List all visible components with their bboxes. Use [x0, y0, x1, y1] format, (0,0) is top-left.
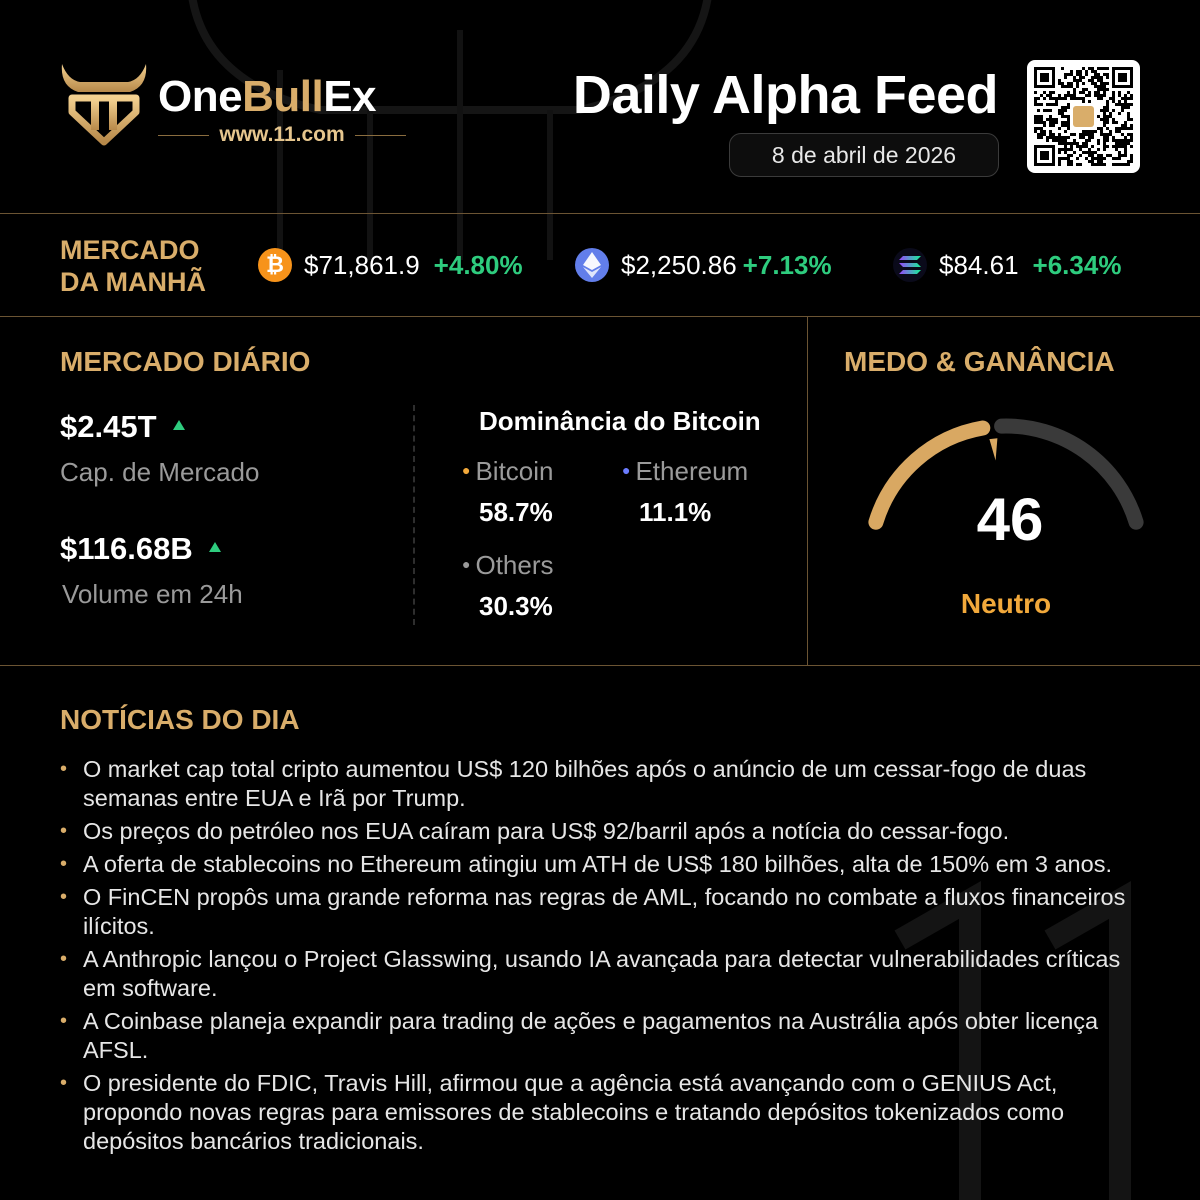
divider: [354, 134, 406, 136]
website-link[interactable]: www.11.com: [219, 123, 345, 146]
volume-value: $116.68B: [60, 531, 221, 567]
up-arrow-icon: [208, 541, 221, 552]
list-item: • O FinCEN propôs uma grande reforma nas …: [60, 883, 1150, 941]
dominance-others-label: Others: [475, 550, 554, 580]
brand-bull: Bull: [242, 72, 324, 121]
news-title: NOTÍCIAS DO DIA: [60, 704, 300, 735]
gauge-track: [994, 418, 1144, 530]
daily-market-title: MERCADO DIÁRIO: [60, 346, 311, 377]
list-item: • A Anthropic lançou o Project Glasswing,…: [60, 945, 1150, 1003]
qr-code-image: [1034, 67, 1133, 166]
market-cap-value: $2.45T: [60, 409, 185, 445]
morning-market-title-line1: MERCADO: [60, 235, 200, 265]
news-text: A oferta de stablecoins no Ethereum atin…: [83, 851, 1112, 877]
qr-code-icon[interactable]: [1027, 60, 1140, 173]
up-arrow-icon: [172, 419, 185, 430]
news-text: Os preços do petróleo nos EUA caíram par…: [83, 818, 1010, 844]
divider: [807, 316, 808, 665]
news-text: A Coinbase planeja expandir para trading…: [83, 1008, 1099, 1063]
ticker-ethereum[interactable]: $2,250.86 +7.13%: [575, 247, 832, 283]
bitcoin-icon: ₿: [258, 248, 292, 282]
list-item: • Os preços do petróleo nos EUA caíram pa…: [60, 817, 1150, 846]
fear-greed-title: MEDO & GANÂNCIA: [844, 346, 1115, 377]
divider: [0, 665, 1200, 666]
page-title: Daily Alpha Feed: [572, 65, 999, 125]
dominance-ethereum-label: Ethereum: [635, 456, 749, 486]
bitcoin-change: +4.80%: [433, 249, 523, 280]
dominance-bitcoin-name: ● Bitcoin: [462, 456, 554, 487]
bitcoin-dot-icon: ●: [462, 462, 471, 479]
gauge-needle-icon: [989, 438, 998, 461]
dominance-bitcoin-value: 58.7%: [479, 497, 553, 527]
list-item: • O market cap total cripto aumentou US$ …: [60, 755, 1150, 813]
morning-market-title-line2: DA MANHÃ: [60, 267, 206, 297]
news-text: O presidente do FDIC, Travis Hill, afirm…: [83, 1070, 1065, 1154]
date-badge: 8 de abril de 2026: [729, 133, 999, 177]
ethereum-dot-icon: ●: [622, 462, 631, 479]
ethereum-icon: [575, 248, 609, 282]
bitcoin-price: $71,861.9: [304, 249, 420, 280]
brand-name: OneBullEx: [158, 72, 377, 122]
dominance-ethereum-value: 11.1%: [639, 497, 712, 527]
list-item: • O presidente do FDIC, Travis Hill, afir…: [60, 1069, 1150, 1156]
news-list: • O market cap total cripto aumentou US$ …: [60, 755, 1150, 1160]
brand-logo[interactable]: OneBullEx www.11.com: [58, 60, 408, 150]
market-cap-number: $2.45T: [60, 409, 157, 444]
dominance-title: Dominância do Bitcoin: [479, 406, 761, 436]
list-item: • A Coinbase planeja expandir para tradin…: [60, 1007, 1150, 1065]
fear-greed-label: Neutro: [960, 588, 1052, 619]
dominance-others-value: 30.3%: [479, 591, 553, 621]
bullet-icon: •: [60, 948, 68, 970]
brand-ex: Ex: [323, 72, 377, 121]
bullet-icon: •: [60, 820, 68, 842]
bull-head-logo-icon: [61, 64, 147, 146]
solana-icon: [893, 248, 927, 282]
fear-greed-value: 46: [976, 486, 1044, 553]
gauge-fill: [868, 420, 991, 530]
ticker-bitcoin[interactable]: ₿ $71,861.9 +4.80%: [258, 247, 523, 283]
dominance-bitcoin-label: Bitcoin: [475, 456, 554, 486]
bullet-icon: •: [60, 1072, 68, 1094]
ticker-solana[interactable]: $84.61 +6.34%: [893, 247, 1121, 283]
dashed-divider: [413, 405, 415, 625]
bullet-icon: •: [60, 886, 68, 908]
news-text: O market cap total cripto aumentou US$ 1…: [83, 756, 1087, 811]
others-dot-icon: ●: [462, 556, 471, 573]
market-cap-label: Cap. de Mercado: [60, 457, 260, 487]
bullet-icon: •: [60, 1010, 68, 1032]
bullet-icon: •: [60, 853, 68, 875]
news-text: O FinCEN propôs uma grande reforma nas r…: [83, 884, 1126, 939]
ethereum-change: +7.13%: [742, 249, 832, 280]
dominance-others-name: ● Others: [462, 550, 554, 581]
divider: [0, 213, 1200, 214]
divider: [158, 134, 210, 136]
divider: [0, 316, 1200, 317]
list-item: • A oferta de stablecoins no Ethereum ati…: [60, 850, 1150, 879]
news-text: A Anthropic lançou o Project Glasswing, …: [83, 946, 1121, 1001]
volume-number: $116.68B: [60, 531, 193, 566]
solana-price: $84.61: [939, 249, 1019, 280]
dominance-ethereum-name: ● Ethereum: [622, 456, 748, 487]
url-row: www.11.com: [158, 122, 406, 148]
fear-greed-gauge: [868, 418, 1144, 530]
bullet-icon: •: [60, 758, 68, 780]
volume-label: Volume em 24h: [62, 579, 243, 609]
solana-change: +6.34%: [1032, 249, 1122, 280]
brand-one: One: [158, 72, 243, 121]
morning-market-title: MERCADO DA MANHÃ: [60, 234, 206, 298]
ethereum-price: $2,250.86: [621, 249, 737, 280]
